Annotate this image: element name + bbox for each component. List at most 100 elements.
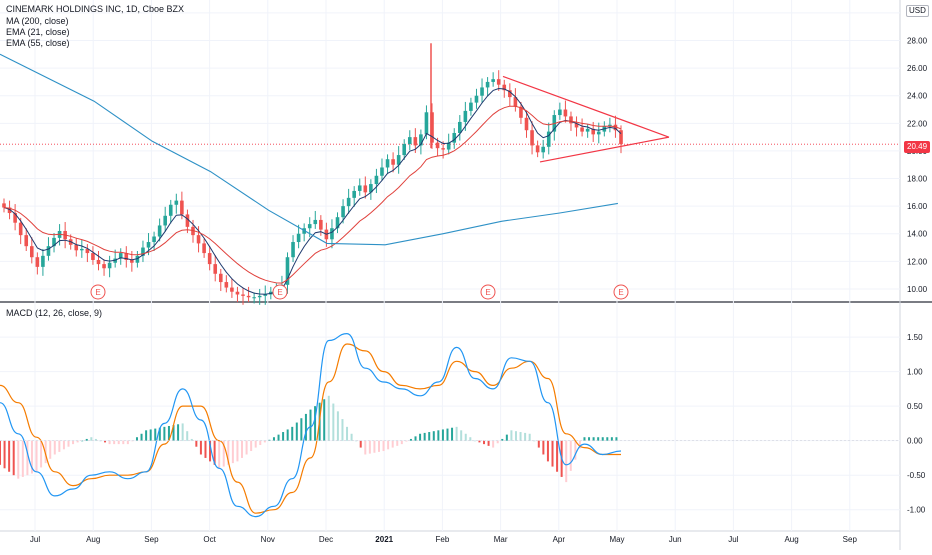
macd-histogram-bar <box>58 440 61 452</box>
time-axis[interactable]: Jul Aug Sep Oct Nov Dec 2021 Feb Mar Apr May Jun Jul… <box>30 535 858 544</box>
macd-histogram-bar <box>446 428 449 441</box>
macd-histogram-bar <box>108 440 111 445</box>
legend-ma200[interactable]: MA (200, close) <box>6 16 69 26</box>
macd-histogram-bar <box>496 440 499 444</box>
candle-body <box>446 142 451 150</box>
candle-body <box>130 259 134 263</box>
legend-ema55[interactable]: EMA (55, close) <box>6 38 70 48</box>
ema21-line <box>3 87 622 295</box>
candle-body <box>124 253 129 260</box>
time-tick-label: Jun <box>669 535 682 544</box>
earnings-marker-label: E <box>277 288 282 297</box>
candle-body <box>7 207 12 214</box>
candle-body <box>207 253 212 265</box>
candle-body <box>296 233 301 243</box>
macd-histogram-bar <box>606 437 609 441</box>
macd-histogram-bar <box>387 440 390 450</box>
macd-histogram-bar <box>227 440 230 465</box>
macd-histogram-bar <box>94 438 97 441</box>
macd-histogram-bar <box>295 422 298 441</box>
macd-histogram-bar <box>250 440 253 452</box>
candle-body <box>363 185 368 193</box>
price-tick-label: 12.00 <box>907 257 928 266</box>
macd-histogram-bar <box>537 440 540 448</box>
macd-histogram-bar <box>222 440 225 467</box>
macd-histogram-bar <box>533 440 536 442</box>
macd-histogram-bar <box>241 440 244 458</box>
candle-body <box>463 110 468 122</box>
macd-histogram-bar <box>610 437 613 441</box>
macd-tick-label: 1.00 <box>907 368 923 377</box>
candle-body <box>413 137 418 146</box>
macd-histogram-bar <box>117 440 120 445</box>
last-price-label: 20.49 <box>904 141 931 153</box>
macd-histogram-bar <box>597 437 600 441</box>
macd-histogram-bar <box>309 409 312 441</box>
macd-histogram-bar <box>514 431 517 441</box>
candle-body <box>513 97 518 107</box>
macd-histogram-bar <box>209 440 212 462</box>
earnings-marker[interactable]: E <box>613 284 629 300</box>
candle-body <box>29 246 34 258</box>
macd-tick-label: 0.00 <box>907 437 923 446</box>
candle-body <box>163 215 167 226</box>
macd-histogram-bar <box>314 406 317 441</box>
price-tick-label: 22.00 <box>907 119 928 128</box>
macd-histogram-bar <box>40 440 43 468</box>
candle-body <box>519 106 523 118</box>
macd-histogram-bar <box>0 440 1 465</box>
earnings-marker[interactable]: E <box>480 284 496 300</box>
candle-body <box>313 219 318 225</box>
macd-histogram-bar <box>26 440 29 476</box>
macd-histogram-bar <box>126 440 129 445</box>
macd-histogram-bar <box>135 437 138 441</box>
candle-body <box>257 295 262 298</box>
macd-histogram-bar <box>341 419 344 441</box>
macd-histogram-bar <box>304 413 307 441</box>
legend-ema21[interactable]: EMA (21, close) <box>6 27 70 37</box>
candle-body <box>230 287 234 292</box>
macd-histogram-bar <box>291 426 294 441</box>
macd-histogram-bar <box>528 433 531 441</box>
macd-histogram-bar <box>90 437 93 441</box>
macd-histogram-bar <box>282 432 285 441</box>
macd-histogram-bar <box>396 440 399 446</box>
macd-histogram-bar <box>149 429 152 441</box>
earnings-marker[interactable]: E <box>272 284 288 300</box>
macd-histogram-bar <box>565 440 568 483</box>
candle-body <box>285 257 290 285</box>
candle-body <box>52 237 56 247</box>
candle-body <box>35 257 40 267</box>
macd-histogram-bar <box>323 399 326 441</box>
macd-histogram-bar <box>35 440 38 472</box>
candle-body <box>407 137 412 145</box>
candle-body <box>435 142 440 149</box>
macd-histogram-bar <box>578 440 581 449</box>
earnings-marker[interactable]: E <box>90 284 106 300</box>
macd-histogram-bar <box>542 440 545 455</box>
macd-histogram-bar <box>473 440 476 442</box>
macd-histogram-bar <box>272 437 275 441</box>
macd-histogram-bar <box>574 440 577 460</box>
time-tick-label: Sep <box>144 535 159 544</box>
currency-badge[interactable]: USD <box>906 5 929 17</box>
candle-body <box>246 295 251 298</box>
macd-histogram-bar <box>245 440 248 455</box>
candle-body <box>141 247 145 256</box>
candle-body <box>535 145 540 153</box>
candle-body <box>591 128 596 135</box>
candle-body <box>541 146 545 153</box>
macd-histogram-bar <box>30 440 33 474</box>
candle-body <box>118 253 123 259</box>
macd-histogram-bar <box>254 440 257 448</box>
macd-histogram-bar <box>17 440 20 479</box>
candle-body <box>307 224 312 229</box>
macd-histogram-bar <box>483 440 486 445</box>
macd-histogram-bar <box>44 440 47 464</box>
macd-histogram-bar <box>464 433 467 441</box>
legend-macd[interactable]: MACD (12, 26, close, 9) <box>6 308 103 318</box>
candle-body <box>391 159 395 165</box>
